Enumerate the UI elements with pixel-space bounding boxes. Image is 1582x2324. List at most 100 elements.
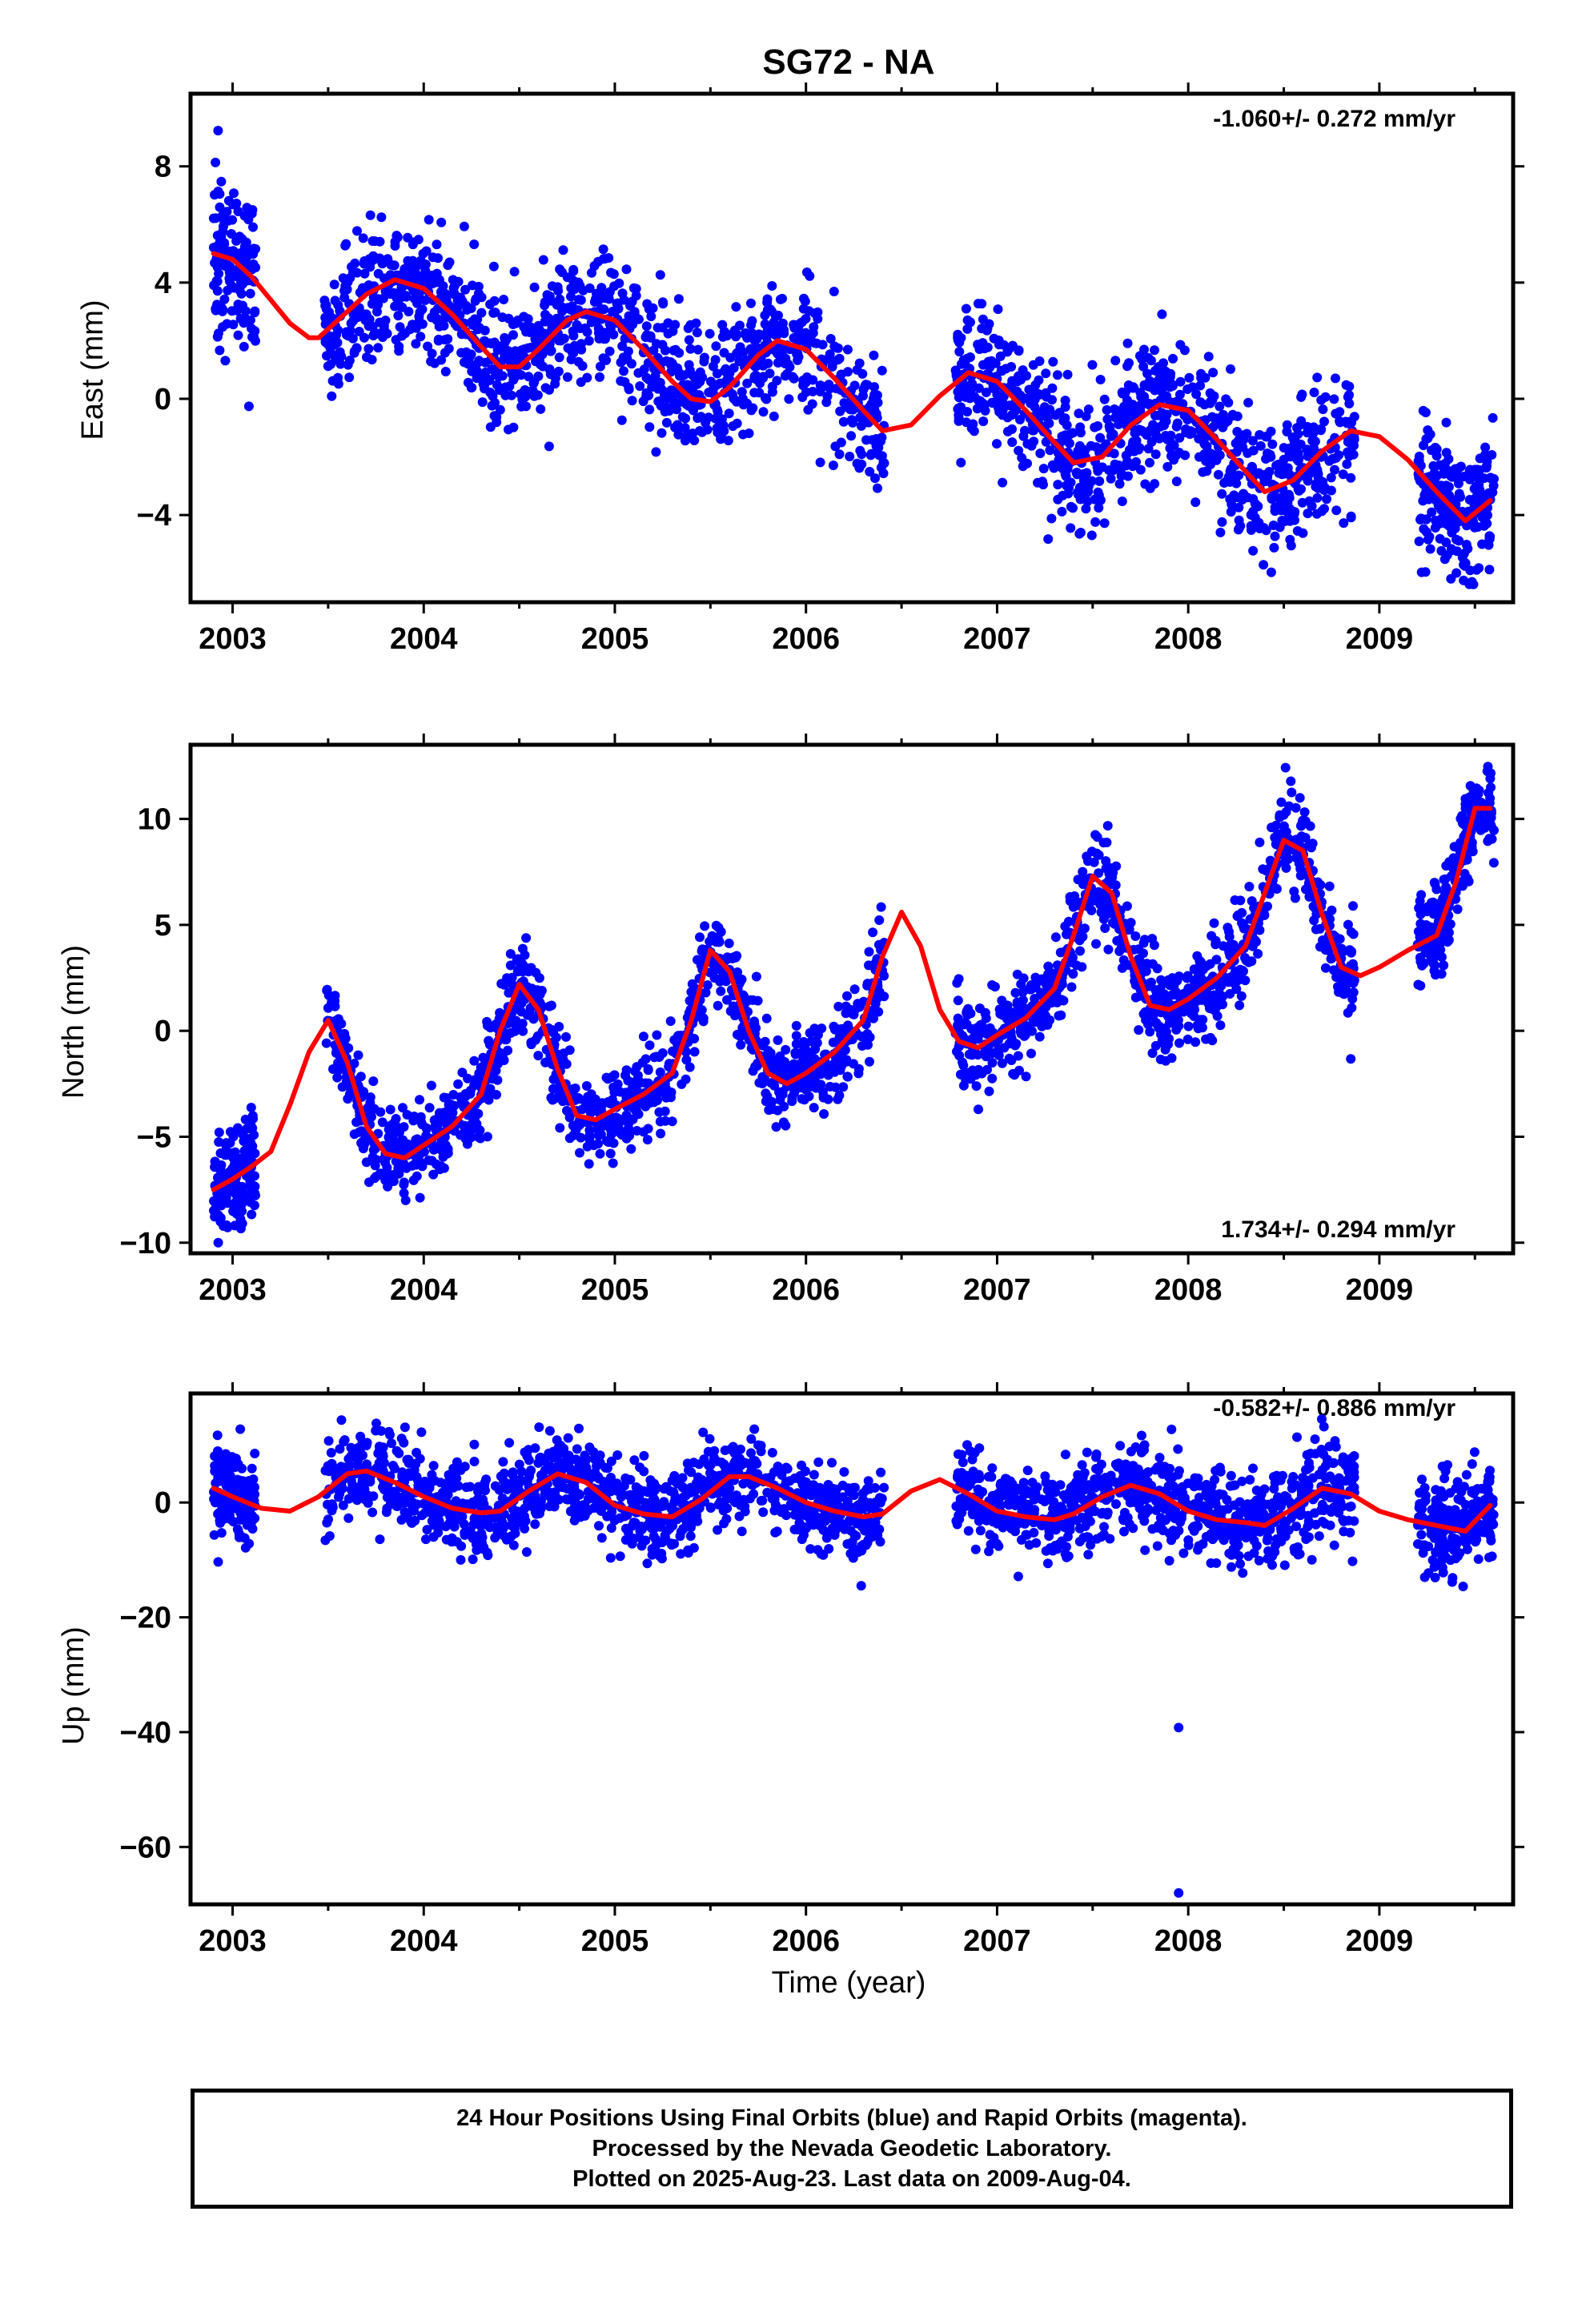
east-point <box>813 314 823 324</box>
east-point <box>1095 432 1106 443</box>
north-point <box>777 1089 788 1100</box>
east-point <box>1094 476 1105 486</box>
east-point <box>247 205 258 215</box>
east-point <box>644 404 655 415</box>
east-point <box>472 367 483 377</box>
north-point <box>1290 893 1300 903</box>
north-point <box>582 1141 592 1152</box>
east-point <box>500 382 511 392</box>
north-point <box>408 1175 419 1185</box>
east-point <box>364 281 375 292</box>
east-point <box>1053 480 1063 490</box>
north-point <box>724 939 734 948</box>
north-point <box>1034 1031 1045 1042</box>
east-point <box>1303 509 1313 519</box>
north-point <box>213 1172 223 1183</box>
east-point <box>1213 469 1223 480</box>
east-point <box>648 345 659 356</box>
north-point <box>524 967 534 977</box>
north-point <box>1416 890 1427 900</box>
east-point <box>460 284 471 295</box>
north-point <box>799 1037 809 1047</box>
east-point <box>749 372 760 381</box>
east-point <box>670 422 681 432</box>
north-point <box>681 1074 691 1084</box>
north-point <box>572 1122 583 1132</box>
north-point <box>628 1077 639 1088</box>
east-point <box>1142 368 1152 379</box>
east-xtick-label: 2008 <box>1154 622 1223 656</box>
east-point <box>1460 561 1470 571</box>
north-point <box>1190 1004 1199 1015</box>
east-ytick-label: 4 <box>155 267 171 300</box>
east-point <box>961 304 971 314</box>
north-point <box>1474 786 1484 795</box>
north-point <box>729 1009 740 1019</box>
east-point <box>712 368 722 379</box>
north-point <box>608 1158 618 1168</box>
north-point <box>246 1120 256 1131</box>
north-point <box>1236 991 1247 1001</box>
north-point <box>466 1120 476 1130</box>
east-point <box>1292 423 1302 433</box>
north-point <box>609 1070 620 1080</box>
east-point <box>321 300 331 311</box>
east-point <box>536 404 546 414</box>
east-point <box>1187 382 1198 392</box>
north-point <box>211 1162 221 1172</box>
east-point <box>1157 408 1167 418</box>
north-point <box>344 1089 355 1100</box>
east-point <box>1312 372 1323 383</box>
east-point <box>370 236 380 247</box>
east-point <box>358 233 368 243</box>
east-point <box>871 434 881 444</box>
east-point <box>1041 368 1051 379</box>
north-point <box>1253 949 1263 959</box>
north-point <box>791 1031 801 1041</box>
east-point <box>793 348 803 359</box>
east-point <box>1283 489 1294 500</box>
east-point <box>463 377 473 388</box>
east-point <box>1331 505 1342 516</box>
east-point <box>622 353 632 364</box>
east-point <box>689 436 700 445</box>
north-point <box>1485 774 1496 784</box>
east-point <box>835 406 845 416</box>
east-point <box>1316 395 1327 405</box>
north-point <box>575 1148 584 1158</box>
north-point <box>660 1106 670 1116</box>
east-point <box>340 240 351 251</box>
east-point <box>217 306 227 316</box>
east-point <box>365 210 375 220</box>
east-point <box>772 376 782 386</box>
north-point <box>727 953 737 963</box>
north-point <box>242 1144 252 1154</box>
north-point <box>1431 970 1440 980</box>
north-point <box>1235 964 1246 975</box>
north-point <box>1207 931 1217 941</box>
east-point <box>213 126 223 136</box>
east-point <box>433 253 443 263</box>
north-point <box>1348 987 1359 998</box>
east-point <box>434 315 444 325</box>
north-point <box>532 985 543 995</box>
north-point <box>1287 787 1297 798</box>
east-point <box>349 346 359 356</box>
east-point <box>1134 443 1145 453</box>
east-point <box>250 306 260 316</box>
north-point <box>1063 916 1074 927</box>
east-point <box>614 278 624 288</box>
north-point <box>554 1091 564 1101</box>
east-point <box>1057 506 1067 517</box>
north-point <box>1263 901 1272 911</box>
north-ytick-label: −10 <box>120 1227 171 1261</box>
east-point <box>872 443 882 453</box>
north-point <box>1155 1054 1166 1064</box>
north-point <box>665 1016 676 1027</box>
east-point <box>359 268 370 279</box>
east-point <box>1007 424 1017 434</box>
east-point <box>1099 394 1110 404</box>
east-point <box>424 215 434 225</box>
up-point <box>219 1450 228 1461</box>
east-xtick-label: 2004 <box>390 622 458 656</box>
